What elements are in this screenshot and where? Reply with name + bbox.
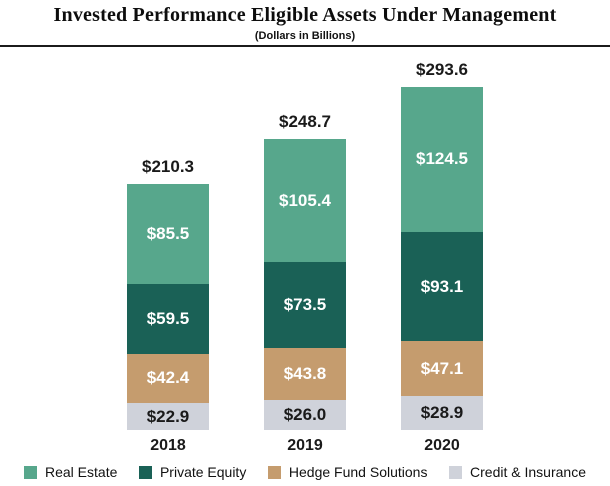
legend-item-credit-insurance: Credit & Insurance [449,464,586,480]
chart-subtitle: (Dollars in Billions) [254,30,356,42]
segment-value-label: $28.9 [420,403,464,423]
bar-segment-hedge-fund-solutions: $42.4 [127,353,209,404]
segment-value-label: $47.1 [420,358,464,378]
x-axis-category-label: 2019 [287,437,323,454]
legend-item-hedge-fund-solutions: Hedge Fund Solutions [267,464,428,480]
chart-legend: Real Estate Private Equity Hedge Fund Solu… [0,464,610,480]
bar-column-2019: $248.7 $105.4 $73.5 $43.8 $26.0 2019 [264,112,346,456]
segment-value-label: $26.0 [283,404,327,424]
bar-column-2020: $293.6 $124.5 $93.1 $47.1 $28.9 2020 [401,60,483,456]
chart-title: Invested Performance Eligible Assets Und… [53,4,557,26]
chart-header: Invested Performance Eligible Assets Und… [0,0,610,47]
stacked-bar-chart: $210.3 $85.5 $59.5 $42.4 $22.9 2018 $248.7 $105… [0,47,610,456]
segment-value-label: $73.5 [283,295,327,315]
segment-value-label: $93.1 [420,276,464,296]
legend-swatch-icon [267,465,281,479]
legend-swatch-icon [24,465,37,479]
bar-segment-hedge-fund-solutions: $43.8 [264,348,346,400]
segment-value-label: $43.8 [283,364,327,384]
segment-value-label: $85.5 [146,224,190,244]
x-axis-category-label: 2020 [424,437,460,454]
bar-segment-hedge-fund-solutions: $47.1 [401,341,483,397]
bar-segment-private-equity: $73.5 [264,262,346,349]
segment-value-label: $22.9 [146,406,190,426]
legend-swatch-icon [138,465,152,479]
legend-label: Hedge Fund Solutions [288,464,428,480]
bar-total-label: $293.6 [416,59,468,79]
segment-value-label: $59.5 [146,308,190,328]
legend-label: Real Estate [45,464,118,480]
bar-segment-real-estate: $105.4 [264,139,346,263]
bar-column-2018: $210.3 $85.5 $59.5 $42.4 $22.9 2018 [127,157,209,456]
stacked-bar: $105.4 $73.5 $43.8 $26.0 [264,139,346,430]
stacked-bar: $124.5 $93.1 $47.1 $28.9 [401,86,483,430]
bar-total-label: $248.7 [279,112,331,132]
stacked-bar: $85.5 $59.5 $42.4 $22.9 [127,184,209,430]
bar-segment-credit-insurance: $28.9 [401,396,483,430]
segment-value-label: $124.5 [416,149,468,169]
bar-segment-real-estate: $85.5 [127,184,209,285]
bar-segment-credit-insurance: $22.9 [127,403,209,430]
legend-label: Credit & Insurance [470,464,586,480]
bar-segment-credit-insurance: $26.0 [264,399,346,430]
bar-segment-private-equity: $59.5 [127,284,209,354]
legend-item-real-estate: Real Estate [24,464,117,480]
bar-segment-private-equity: $93.1 [401,232,483,342]
segment-value-label: $105.4 [279,190,331,210]
legend-item-private-equity: Private Equity [138,464,247,480]
x-axis-category-label: 2018 [150,437,186,454]
bar-segment-real-estate: $124.5 [401,86,483,233]
bar-total-label: $210.3 [142,157,194,177]
segment-value-label: $42.4 [146,368,190,388]
legend-label: Private Equity [159,464,247,480]
legend-swatch-icon [449,465,463,479]
